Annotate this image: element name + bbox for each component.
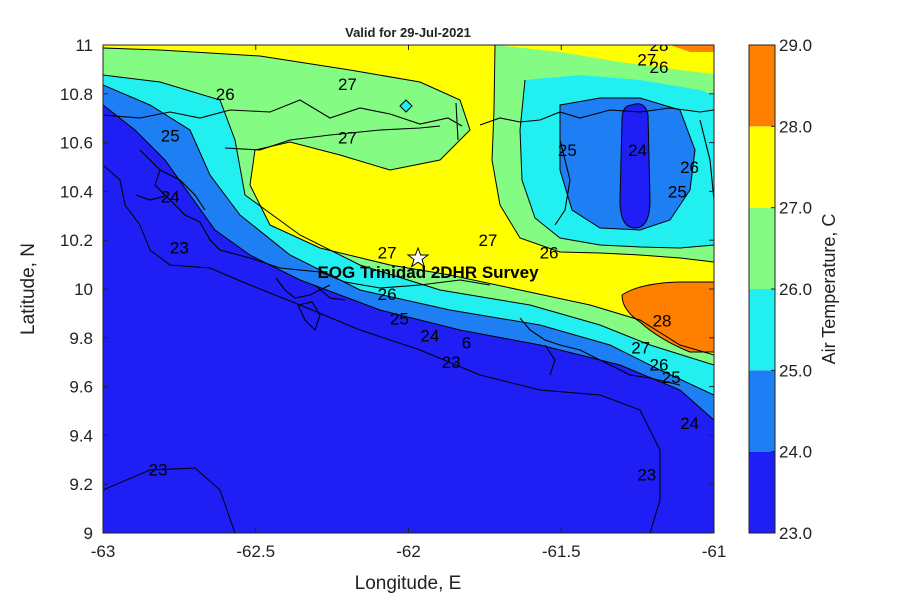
y-tick-label: 10 — [74, 280, 93, 299]
contour-label: 27 — [378, 243, 397, 262]
colorbar-tick-label: 26.0 — [779, 280, 812, 299]
y-tick-label: 10.8 — [60, 85, 93, 104]
contour-label: 6 — [462, 334, 471, 353]
y-tick-label: 9.4 — [69, 426, 93, 445]
y-tick-label: 9 — [84, 524, 93, 543]
contour-label: 25 — [662, 368, 681, 387]
colorbar-band — [749, 451, 775, 533]
x-tick-label: -62 — [396, 542, 421, 561]
contour-label: 26 — [216, 85, 235, 104]
contour-label: 24 — [628, 141, 647, 160]
contour-label: 24 — [680, 414, 699, 433]
colorbar-band — [749, 370, 775, 452]
colorbar-band — [749, 289, 775, 371]
contour-label: 23 — [149, 461, 168, 480]
y-axis: 9 9.2 9.4 9.6 9.8 10 10.2 10.4 10.6 10.8 11 — [60, 36, 714, 543]
chart-title: Valid for 29-Jul-2021 — [345, 25, 471, 40]
colorbar-tick-label: 29.0 — [779, 36, 812, 55]
y-tick-label: 10.2 — [60, 231, 93, 250]
colorbar-band — [749, 207, 775, 289]
contour-label: 26 — [680, 158, 699, 177]
contour-label: 25 — [558, 141, 577, 160]
y-tick-label: 9.2 — [69, 475, 93, 494]
colorbar-band — [749, 45, 775, 127]
contour-label: 27 — [631, 339, 650, 358]
x-tick-label: -62.5 — [236, 542, 275, 561]
contour-label: 27 — [338, 129, 357, 148]
field-band-28-top — [670, 45, 714, 52]
contour-label: 28 — [650, 36, 669, 55]
y-tick-label: 9.6 — [69, 378, 93, 397]
x-tick-label: -63 — [91, 542, 116, 561]
x-axis: -63 -62.5 -62 -61.5 -61 — [91, 45, 727, 561]
survey-label: EOG Trinidad 2DHR Survey — [317, 263, 539, 282]
x-tick-label: -61.5 — [542, 542, 581, 561]
contour-label: 28 — [653, 312, 672, 331]
colorbar-tick-label: 23.0 — [779, 524, 812, 543]
coastline — [103, 99, 714, 386]
contour-label: 27 — [637, 51, 656, 70]
contour-label: 25 — [668, 182, 687, 201]
colorbar-tick-label: 24.0 — [779, 443, 812, 462]
colorbar-tick-label: 25.0 — [779, 361, 812, 380]
contour-label: 24 — [420, 326, 439, 345]
colorbar-label: Air Temperature, C — [819, 214, 839, 365]
field-band-23-core — [620, 103, 650, 228]
contour-label: 26 — [540, 243, 559, 262]
y-axis-label: Latitude, N — [18, 243, 39, 335]
contour-label: 26 — [650, 356, 669, 375]
y-tick-label: 11 — [75, 36, 93, 55]
x-tick-label: -61 — [702, 542, 727, 561]
contour-label: 23 — [637, 465, 656, 484]
colorbar-band — [749, 126, 775, 208]
y-tick-label: 10.4 — [60, 182, 93, 201]
field-band-small-diamond — [399, 99, 413, 113]
contour-label: 23 — [170, 239, 189, 258]
contour-label: 25 — [161, 126, 180, 145]
colorbar-tick-label: 27.0 — [779, 199, 812, 218]
contour-label: 27 — [478, 231, 497, 250]
contour-label: 23 — [442, 353, 461, 372]
contour-label: 24 — [161, 187, 180, 206]
contour-label: 27 — [338, 75, 357, 94]
colorbar-tick-label: 28.0 — [779, 117, 812, 136]
x-axis-label: Longitude, E — [355, 573, 462, 594]
y-tick-label: 10.6 — [60, 134, 93, 153]
colorbar: 23.0 24.0 25.0 26.0 27.0 28.0 29.0 — [748, 36, 812, 543]
contour-label: 26 — [650, 58, 669, 77]
y-tick-label: 9.8 — [69, 329, 93, 348]
field-band-28-right — [622, 282, 714, 352]
contour-label: 25 — [390, 309, 409, 328]
contour-label: 26 — [378, 285, 397, 304]
survey-star-marker — [406, 246, 430, 268]
